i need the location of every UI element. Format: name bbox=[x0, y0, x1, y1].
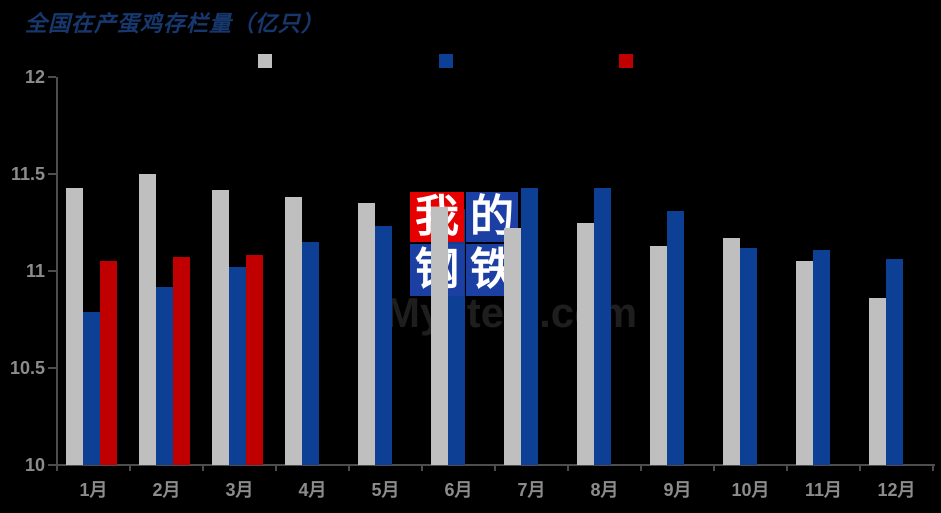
x-axis-tick bbox=[713, 465, 715, 471]
bar-blue-series-7月 bbox=[521, 187, 538, 465]
bar-blue-series-4月 bbox=[302, 241, 319, 465]
y-axis-label: 10 bbox=[24, 455, 45, 475]
bar-blue-series-10月 bbox=[740, 247, 757, 465]
x-axis-label: 9月 bbox=[663, 480, 692, 500]
x-axis-label: 2月 bbox=[152, 480, 181, 500]
bar-gray-series-7月 bbox=[504, 228, 521, 465]
bar-red-series-2月 bbox=[173, 257, 190, 465]
bar-blue-series-8月 bbox=[594, 187, 611, 465]
y-axis-label: 11.5 bbox=[10, 164, 45, 184]
x-axis-label: 11月 bbox=[804, 480, 843, 500]
x-axis-tick bbox=[786, 465, 788, 471]
x-axis-label: 5月 bbox=[371, 480, 400, 500]
bar-gray-series-3月 bbox=[212, 189, 229, 465]
y-axis-line bbox=[56, 77, 58, 467]
bar-blue-series-3月 bbox=[229, 267, 246, 465]
x-axis-tick bbox=[421, 465, 423, 471]
bar-gray-series-11月 bbox=[796, 261, 813, 465]
x-axis-tick bbox=[859, 465, 861, 471]
bar-gray-series-12月 bbox=[869, 298, 886, 465]
x-axis-label: 8月 bbox=[590, 480, 619, 500]
chart-title: 全国在产蛋鸡存栏量（亿只） bbox=[25, 11, 325, 36]
y-axis-label: 11 bbox=[25, 261, 45, 281]
x-axis-tick bbox=[348, 465, 350, 471]
bar-gray-series-8月 bbox=[577, 222, 594, 465]
bar-blue-series-12月 bbox=[886, 259, 903, 465]
y-axis-tick bbox=[48, 367, 56, 369]
x-axis-tick bbox=[275, 465, 277, 471]
y-axis-tick bbox=[48, 173, 56, 175]
x-axis-tick bbox=[129, 465, 131, 471]
bar-gray-series-4月 bbox=[285, 197, 302, 465]
x-axis-tick bbox=[932, 465, 934, 471]
y-axis-tick bbox=[48, 76, 56, 78]
x-axis-tick bbox=[567, 465, 569, 471]
bar-gray-series-5月 bbox=[358, 203, 375, 465]
bar-gray-series-1月 bbox=[66, 187, 83, 465]
legend-swatch-red bbox=[619, 54, 633, 68]
x-axis-tick bbox=[202, 465, 204, 471]
bar-red-series-1月 bbox=[100, 261, 117, 465]
y-axis-label: 10.5 bbox=[9, 358, 45, 378]
legend-swatch-blue bbox=[439, 54, 453, 68]
bar-gray-series-6月 bbox=[431, 206, 448, 465]
bar-blue-series-1月 bbox=[83, 311, 100, 465]
x-axis-label: 12月 bbox=[877, 480, 916, 500]
x-axis-label: 10月 bbox=[731, 480, 770, 500]
x-axis-tick bbox=[640, 465, 642, 471]
x-axis-label: 6月 bbox=[444, 480, 473, 500]
y-axis-tick bbox=[48, 464, 56, 466]
y-axis-tick bbox=[48, 270, 56, 272]
bar-blue-series-9月 bbox=[667, 210, 684, 465]
bar-gray-series-10月 bbox=[723, 238, 740, 465]
bar-blue-series-2月 bbox=[156, 286, 173, 465]
x-axis-tick bbox=[56, 465, 58, 471]
bar-red-series-3月 bbox=[246, 255, 263, 465]
x-axis-label: 4月 bbox=[298, 480, 327, 500]
bar-blue-series-11月 bbox=[813, 249, 830, 465]
x-axis-label: 7月 bbox=[517, 480, 546, 500]
x-axis-label: 1月 bbox=[79, 480, 108, 500]
x-axis-label: 3月 bbox=[225, 480, 254, 500]
bar-blue-series-5月 bbox=[375, 226, 392, 465]
x-axis-tick bbox=[494, 465, 496, 471]
bar-gray-series-9月 bbox=[650, 245, 667, 465]
y-axis-label: 12 bbox=[24, 67, 45, 87]
bar-gray-series-2月 bbox=[139, 174, 156, 465]
legend-swatch-gray bbox=[258, 54, 272, 68]
